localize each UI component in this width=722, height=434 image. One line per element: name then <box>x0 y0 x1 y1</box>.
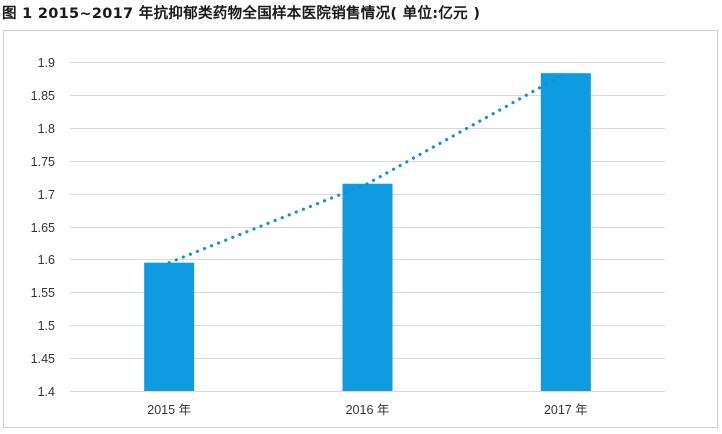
x-tick-label: 2015 年 <box>147 403 191 417</box>
chart-frame <box>3 30 718 428</box>
y-tick-label: 1.8 <box>38 122 55 136</box>
y-tick-label: 1.65 <box>31 221 55 235</box>
y-tick-label: 1.75 <box>31 155 55 169</box>
trendline <box>167 71 568 265</box>
y-tick-label: 1.4 <box>38 385 55 399</box>
bars <box>144 73 591 391</box>
y-tick-label: 1.9 <box>38 56 55 70</box>
bar <box>342 183 393 391</box>
y-tick-label: 1.7 <box>38 188 55 202</box>
y-tick-label: 1.6 <box>38 253 55 267</box>
y-tick-label: 1.45 <box>31 352 55 366</box>
y-tick-label: 1.55 <box>31 286 55 300</box>
bar <box>540 73 591 391</box>
x-tick-label: 2017 年 <box>544 403 588 417</box>
y-tick-label: 1.85 <box>31 89 55 103</box>
x-tick-label: 2016 年 <box>346 403 390 417</box>
figure-title: 图 1 2015~2017 年抗抑郁类药物全国样本医院销售情况( 单位:亿元 ) <box>2 6 481 22</box>
y-tick-label: 1.5 <box>38 319 55 333</box>
y-axis-ticks: 1.4 1.45 1.5 1.55 1.6 1.65 1.7 1.75 1.8 1.85 1.9 <box>31 56 55 399</box>
bar <box>144 262 195 391</box>
trendline-path <box>167 71 568 265</box>
x-axis-ticks: 2015 年 2016 年 2017 年 <box>147 403 587 417</box>
